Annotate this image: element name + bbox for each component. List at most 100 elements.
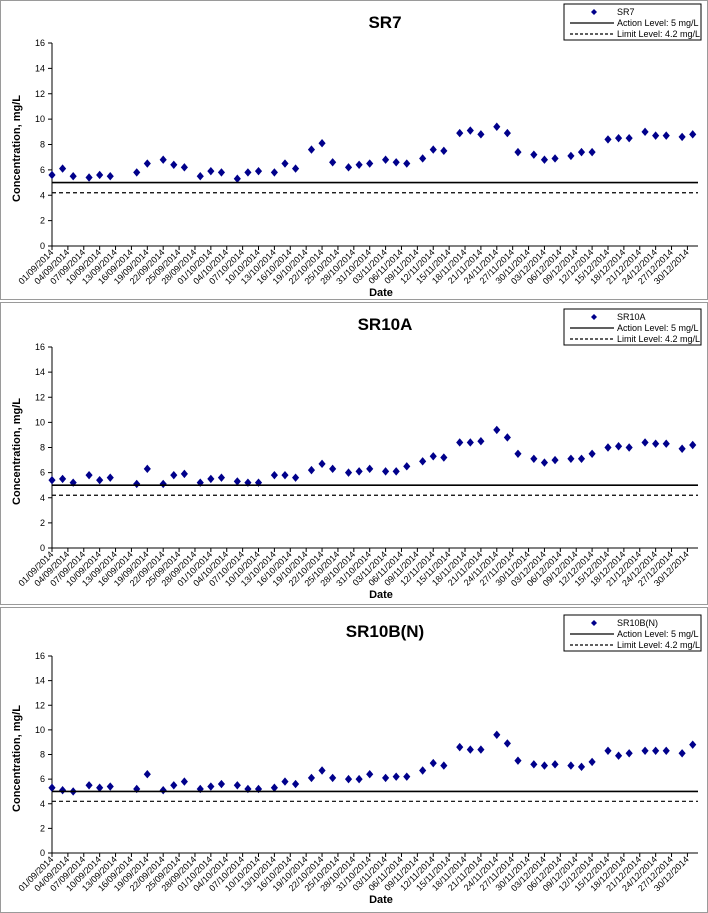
data-point <box>69 172 77 181</box>
data-point <box>106 473 114 482</box>
y-tick-label: 2 <box>40 823 45 833</box>
data-point <box>281 777 289 786</box>
data-point <box>143 464 151 474</box>
data-point <box>217 473 226 482</box>
data-point <box>477 745 485 754</box>
data-point <box>588 449 596 458</box>
data-point <box>366 464 374 474</box>
data-point <box>159 155 167 164</box>
data-point <box>540 761 549 770</box>
data-point <box>429 452 437 461</box>
data-point <box>355 467 363 476</box>
data-point <box>466 126 474 135</box>
data-point <box>159 786 167 795</box>
data-point <box>615 442 623 451</box>
legend-entry: SR10A <box>617 312 646 322</box>
data-point <box>96 170 104 180</box>
data-point <box>588 757 596 767</box>
data-point <box>233 174 241 183</box>
data-point <box>678 444 686 453</box>
data-point <box>48 170 56 180</box>
data-point <box>493 425 501 435</box>
data-point <box>625 749 633 758</box>
data-point <box>493 122 501 131</box>
data-point <box>493 730 501 739</box>
y-tick-label: 8 <box>40 750 45 760</box>
data-point <box>567 454 575 464</box>
data-point <box>604 135 612 144</box>
legend-entry: Limit Level: 4.2 mg/L <box>617 640 700 650</box>
data-point <box>678 132 686 142</box>
chart-title: SR10A <box>358 315 413 334</box>
data-point <box>233 477 241 486</box>
data-point <box>207 474 215 484</box>
data-point <box>551 455 559 465</box>
legend-entry: Action Level: 5 mg/L <box>617 323 699 333</box>
data-point <box>85 781 93 790</box>
data-point <box>217 168 226 177</box>
data-point <box>403 772 411 781</box>
data-point <box>180 163 188 172</box>
data-point <box>382 467 390 476</box>
data-point <box>96 475 104 485</box>
data-point <box>392 772 400 781</box>
data-point <box>503 128 511 138</box>
data-point <box>652 746 660 756</box>
data-point <box>641 438 649 447</box>
y-tick-label: 4 <box>40 190 45 200</box>
data-point <box>180 777 188 786</box>
data-point <box>477 437 485 446</box>
y-tick-label: 2 <box>40 518 45 528</box>
data-point <box>329 773 337 783</box>
data-point <box>540 155 549 164</box>
y-tick-label: 2 <box>40 216 45 226</box>
data-point <box>689 130 697 139</box>
data-point <box>429 758 437 768</box>
y-tick-label: 14 <box>35 676 45 686</box>
data-point <box>641 746 649 756</box>
data-point <box>440 453 448 462</box>
data-point <box>551 760 559 769</box>
data-point <box>48 475 56 485</box>
data-point <box>196 172 204 181</box>
data-point <box>477 130 485 139</box>
x-axis-label: Date <box>369 589 393 601</box>
data-point <box>440 146 448 156</box>
y-tick-label: 14 <box>35 63 45 73</box>
data-point <box>456 742 464 752</box>
chart-svg: SR10A024681012141601/09/201404/09/201407… <box>11 308 702 601</box>
data-point <box>217 779 226 789</box>
data-point <box>329 158 337 167</box>
y-tick-label: 10 <box>35 114 45 124</box>
y-tick-label: 6 <box>40 468 45 478</box>
chart-svg: SR10B(N)024681012141601/09/201404/09/201… <box>11 614 702 906</box>
y-tick-label: 16 <box>35 342 45 352</box>
data-point <box>419 766 427 775</box>
y-axis-label: Concentration, mg/L <box>11 398 23 505</box>
y-tick-label: 10 <box>35 725 45 735</box>
data-point <box>207 782 215 791</box>
y-tick-label: 16 <box>35 651 45 661</box>
x-axis-label: Date <box>369 287 393 299</box>
data-point <box>170 781 178 790</box>
data-point <box>615 751 623 760</box>
data-point <box>456 128 464 138</box>
chart-svg: SR7024681012141601/09/201404/09/201407/0… <box>11 3 702 299</box>
chart-panel-sr10a: SR10A 0 2 4 6 8 10 12 14 16 01/09/2014 04/09/2014 07… <box>0 302 708 605</box>
legend-entry: Limit Level: 4.2 mg/L <box>617 29 700 39</box>
data-point <box>392 158 400 167</box>
legend-marker <box>591 620 597 626</box>
data-point <box>604 443 612 452</box>
data-point <box>503 739 511 748</box>
data-point <box>366 770 374 779</box>
data-point <box>281 470 289 480</box>
data-point <box>106 172 114 181</box>
data-point <box>625 443 633 452</box>
data-point <box>292 164 300 173</box>
y-tick-label: 4 <box>40 493 45 503</box>
y-tick-label: 12 <box>35 89 45 99</box>
data-point <box>662 746 670 756</box>
data-point <box>329 464 337 474</box>
data-point <box>318 459 326 469</box>
data-point <box>466 438 474 447</box>
